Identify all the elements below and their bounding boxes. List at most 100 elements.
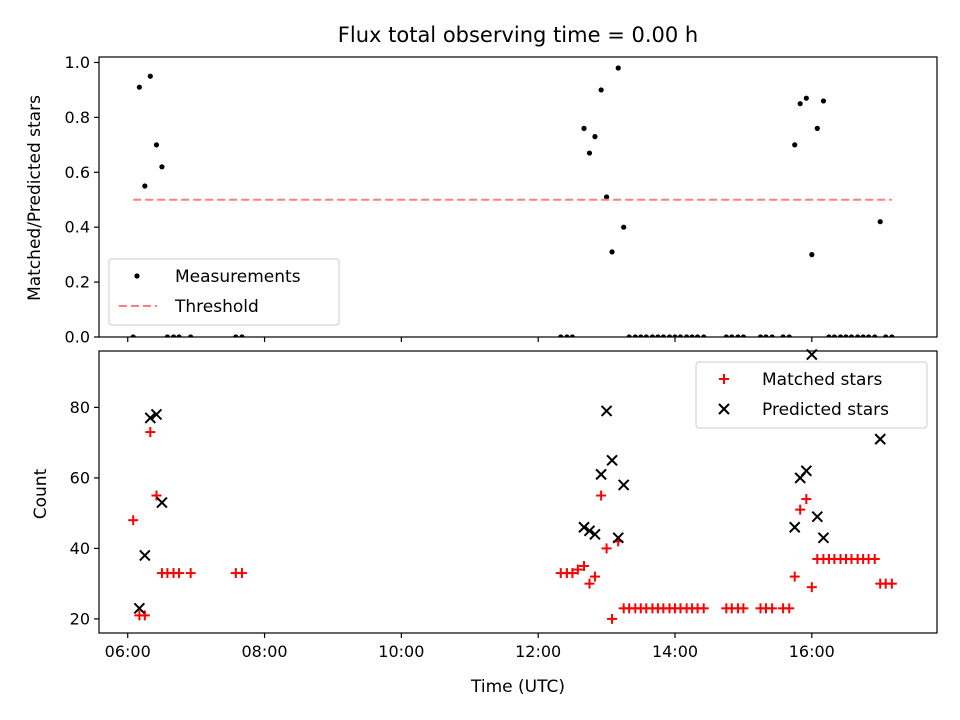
top-y-axis-label: Matched/Predicted stars [25,95,45,301]
legend-entry-label: Measurements [175,267,301,287]
bottom-plot-area: 20 40 60 80 06:00 08:00 10:00 12:00 14:00 16:00 [70,348,938,661]
measurement-point [735,334,741,337]
measurement-point [780,334,786,337]
measurement-point [883,334,889,337]
matched-star-point [145,427,156,438]
predicted-star-point [612,532,624,544]
legend-entry-label: Threshold [174,297,259,317]
measurement-point [558,334,564,337]
y-tick-label: 0.8 [65,108,90,127]
matched-star-point [174,568,185,579]
measurement-point [684,334,690,337]
matched-star-point [589,571,600,582]
measurement-point [820,98,827,104]
y-tick-label: 60 [70,468,90,487]
measurement-point [159,164,165,170]
measurement-point [740,334,747,337]
matched-star-point [139,610,150,621]
measurement-point [689,334,695,337]
predicted-star-point [139,549,151,562]
x-b [139,549,151,562]
x-b [817,532,830,544]
x-b [612,532,624,544]
predicted-star-point [789,521,801,533]
measurement-point [147,73,153,79]
matched-star-point [801,494,812,505]
legend-box [695,361,928,429]
x-b [600,405,613,417]
matched-star-point [806,582,817,593]
measurement-point [660,334,666,337]
y-tick-label: 40 [70,539,90,558]
measurement-point [792,142,798,148]
predicted-star-point [589,528,601,541]
matched-star-point [767,603,778,614]
measurement-point [763,334,769,337]
predicted-star-point [606,454,618,466]
measurement-point [723,334,729,337]
x-tick-label: 10:00 [378,642,424,661]
x-b [606,454,618,466]
bottom-x-axis-label: Time (UTC) [470,677,565,697]
y-tick-label: 20 [70,609,90,628]
measurement-point [803,95,809,101]
measurement-point [814,125,820,131]
legend-plus-swatch [719,374,729,384]
matched-star-point [698,603,709,614]
measurement-point [592,134,598,140]
y-tick-label: 0.6 [65,163,90,182]
predicted-star-point [150,408,163,421]
measurement-point [872,334,878,337]
bottom-legend: Matched stars Predicted stars [695,361,928,429]
measurement-point [130,334,136,337]
top-legend: Measurements Threshold [108,258,340,326]
matched-star-point [236,568,247,579]
matched-star-point [128,515,139,526]
measurement-point [666,334,673,337]
measurement-point [826,334,832,337]
measurement-point [786,334,792,337]
legend-box [108,258,340,326]
predicted-star-point [874,433,886,445]
measurement-point [701,334,707,337]
predicted-star-point [133,602,146,615]
x-b [811,510,823,523]
measurement-point [809,252,815,258]
measurement-point [581,125,587,131]
matched-star-point [869,553,880,564]
measurement-point [586,150,593,156]
measurement-point [694,334,701,337]
x-tick-label: 06:00 [105,642,151,661]
matched-star-point [151,490,162,501]
predicted-star-point [144,412,157,424]
measurement-point [649,334,656,337]
measurement-point [889,334,895,337]
x-b [595,468,607,481]
measurement-point [655,334,661,337]
legend-dot-swatch [134,273,140,279]
y-tick-label: 0.2 [65,273,90,292]
matched-star-point [738,603,749,614]
measurement-point [598,87,604,93]
matched-star-point [789,571,800,582]
x-b [578,521,590,533]
measurement-point [769,334,775,337]
measurement-point [626,334,632,337]
legend-x-swatch [718,403,730,415]
measurement-point [233,334,239,337]
predicted-star-point [800,465,813,477]
matched-star-point [584,578,595,589]
measurement-point [860,334,866,337]
y-tick-label: 0.4 [65,218,90,237]
measurement-point [164,334,171,337]
x-b [583,525,596,537]
measurement-point [621,224,627,230]
x-b [718,403,730,415]
matched-star-point [795,504,806,515]
measurement-point [569,334,575,337]
series-layer [130,65,895,337]
measurement-point [188,334,194,337]
bottom-y-axis-label: Count [31,468,51,519]
matched-star-point [601,543,612,554]
